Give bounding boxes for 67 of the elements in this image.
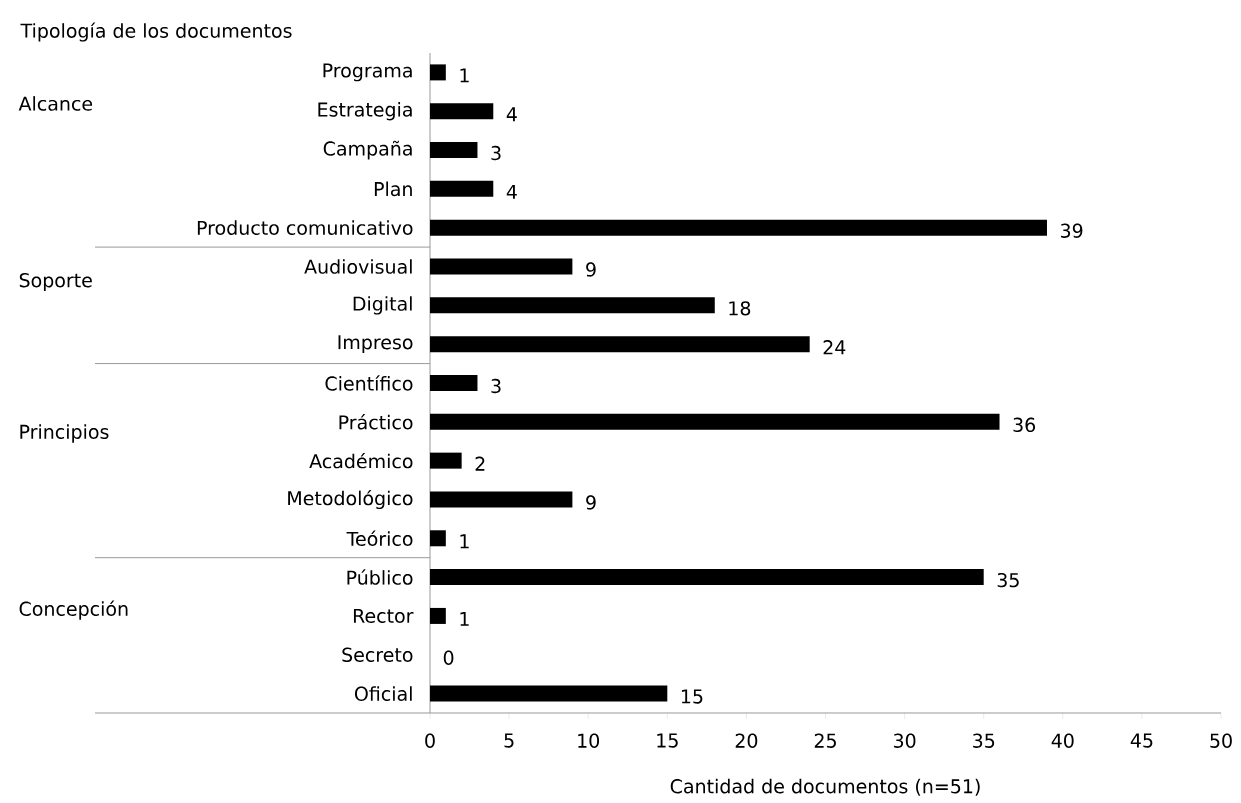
y-tick-label: Académico [309,452,413,469]
y-tick-label: Científico [325,375,413,391]
bar [430,180,494,197]
bar [430,64,446,81]
data-label: 2 [475,456,485,471]
data-label: 4 [506,107,517,122]
bar [430,219,1047,236]
y-tick-label: Producto comunicativo [197,220,413,236]
y-tick-label: Estrategia [318,102,412,121]
bar [430,374,478,391]
bar [430,491,573,508]
text: Principios [20,424,109,443]
y-tick-label: Oficial [354,686,412,701]
y-tick-label: Metodológico [288,489,413,510]
data-label: 0 [443,650,454,665]
bar [430,142,478,159]
bar [430,452,462,469]
bar [430,297,715,314]
y-tick-label: Público [347,569,413,585]
bar [430,685,668,702]
data-label: 18 [729,301,751,316]
x-tick-label: 25 [814,733,836,748]
y-tick-label: Impreso [338,335,413,354]
y-tick-label: Audiovisual [304,259,412,274]
data-label: 9 [586,495,596,510]
text: Tipología de los documentos [20,22,292,42]
y-tick-label: Teórico [346,530,413,547]
data-label: 36 [1013,417,1036,432]
bar [430,336,810,353]
x-tick-label: 15 [657,733,678,748]
bar [430,607,446,624]
y-tick-label: Programa [323,63,412,82]
data-label: 4 [506,184,517,199]
bar [430,258,573,275]
text: Concepción [19,600,128,620]
data-label: 3 [491,378,501,394]
x-tick-label: 40 [1051,733,1074,748]
x-tick-label: 10 [578,733,600,748]
bar [430,413,1000,430]
y-tick-label: Digital [353,296,412,315]
x-tick-label: 30 [893,733,916,748]
y-tick-label: Práctico [339,414,413,430]
data-label: 24 [823,340,846,355]
x-tick-label: 50 [1210,733,1232,748]
data-label: 1 [460,612,469,626]
x-tick-label: 5 [504,733,514,748]
x-tick-label: 45 [1130,733,1153,748]
text: Alcance [18,96,93,111]
bar [430,103,494,120]
y-tick-label: Plan [374,181,412,197]
bar [430,569,984,586]
data-label: 3 [491,145,501,161]
data-label: 1 [460,534,469,549]
y-tick-label: Campaña [323,140,412,160]
data-label: 39 [1060,223,1083,238]
x-tick-label: 20 [735,733,758,748]
bar [430,530,446,547]
text: Soporte [19,273,92,292]
y-tick-label: Rector [353,608,414,623]
x-axis-title: Cantidad de documentos (n=51) [670,778,980,796]
data-label: 35 [997,572,1019,588]
data-label: 9 [586,262,596,277]
data-label: 1 [460,68,469,83]
x-tick-label: 35 [973,733,995,748]
x-tick-label: 0 [425,733,435,748]
y-tick-label: Secreto [342,647,413,662]
data-label: 15 [681,689,703,704]
